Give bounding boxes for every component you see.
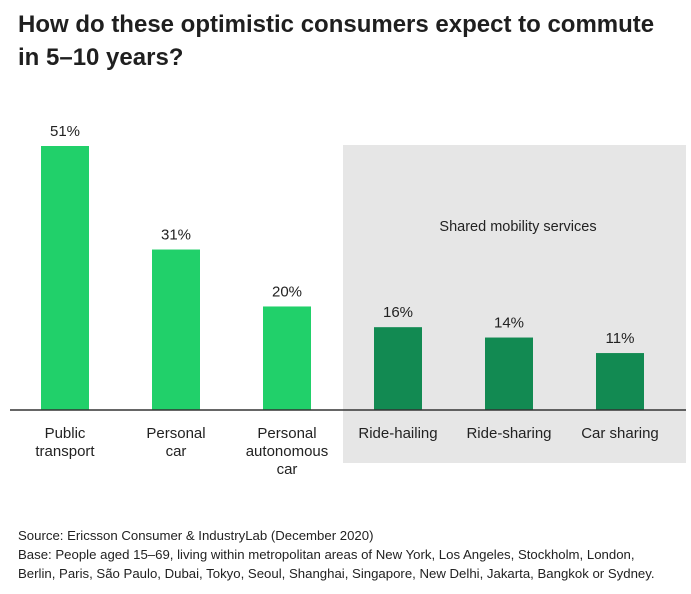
category-label-line: Ride-hailing <box>358 425 437 442</box>
value-label-4: 16% <box>383 304 413 321</box>
category-label-line: Personal <box>257 425 316 442</box>
source-note: Source: Ericsson Consumer & IndustryLab … <box>18 528 374 543</box>
category-label-line: Personal <box>146 425 205 442</box>
category-label-1: Public transport <box>35 425 95 460</box>
category-label-4: Ride-hailing <box>358 425 437 442</box>
footnote: Source: Ericsson Consumer & IndustryLab … <box>18 526 683 583</box>
value-label-3: 20% <box>272 283 302 300</box>
category-label-line: Public <box>45 425 86 442</box>
base-note-line-1: Base: People aged 15–69, living within m… <box>18 547 635 562</box>
category-label-5: Ride-sharing <box>466 425 551 442</box>
category-label-2: Personal car <box>146 425 205 460</box>
base-note-line-2: Berlin, Paris, São Paulo, Dubai, Tokyo, … <box>18 566 655 581</box>
value-label-2: 31% <box>161 227 191 244</box>
value-label-1: 51% <box>50 123 80 140</box>
chart-title: How do these optimistic consumers expect… <box>18 11 655 71</box>
bar-chart: Shared mobility services 51% Public transpo… <box>10 123 686 478</box>
bar-4 <box>374 327 422 410</box>
category-label-line: Ride-sharing <box>466 425 551 442</box>
bar-3 <box>263 306 311 410</box>
category-label-line: Car sharing <box>581 425 659 442</box>
category-label-line: car <box>277 461 298 478</box>
bar-1 <box>41 146 89 410</box>
bar-2 <box>152 249 200 410</box>
category-label-line: car <box>166 443 187 460</box>
category-label-line: transport <box>35 443 95 460</box>
category-label-line: autonomous <box>246 443 329 460</box>
value-label-5: 14% <box>494 315 524 332</box>
category-label-6: Car sharing <box>581 425 659 442</box>
bar-5 <box>485 337 533 410</box>
value-label-6: 11% <box>606 330 635 347</box>
category-label-3: Personal autonomous car <box>246 425 329 478</box>
shared-mobility-label: Shared mobility services <box>439 219 596 235</box>
bar-6 <box>596 353 644 410</box>
